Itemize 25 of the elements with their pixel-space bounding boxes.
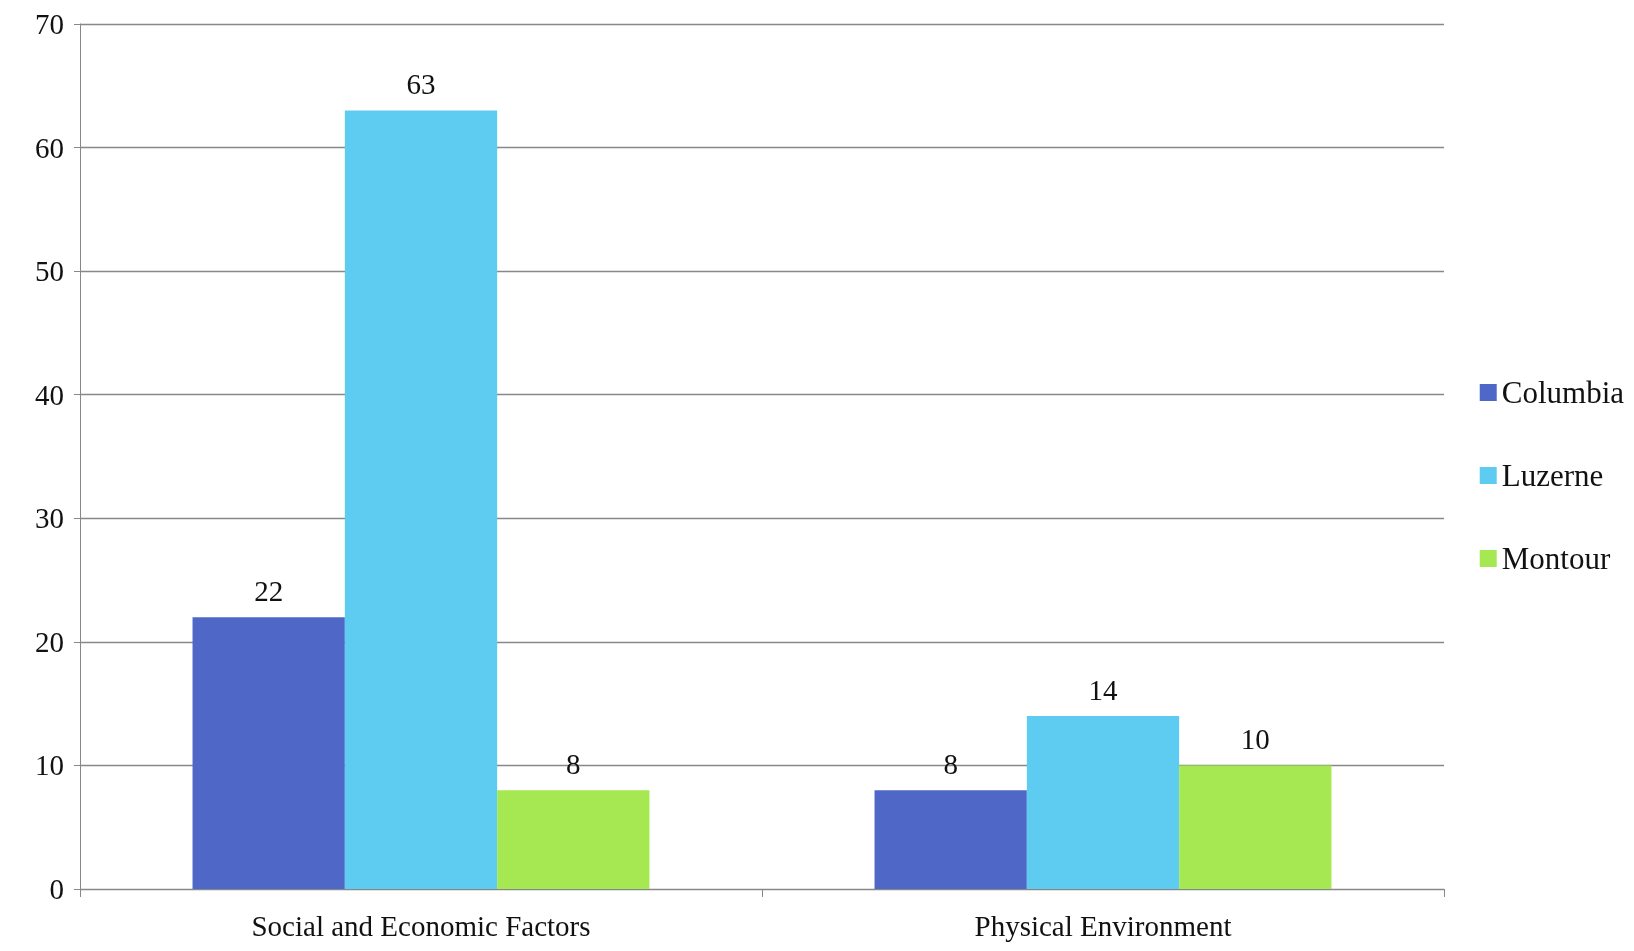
y-tick-label: 20 [35,625,64,658]
y-tick-label: 10 [35,749,64,782]
data-label: 10 [1240,722,1270,755]
legend-label: Luzerne [1501,458,1604,493]
x-tick-label: Physical Environment [974,909,1232,942]
bar [1179,765,1332,889]
legend-label: Columbia [1501,375,1625,410]
bar [497,790,650,889]
data-label: 14 [1088,673,1118,706]
bar [344,110,498,889]
y-tick-label: 40 [35,378,64,411]
legend-label: Montour [1501,541,1611,576]
data-label: 63 [406,68,436,100]
data-label: 8 [943,747,958,780]
bar [1026,716,1180,889]
y-tick-label: 30 [35,502,64,535]
y-tick-label: 60 [35,131,64,164]
x-tick-label: Social and Economic Factors [251,909,591,942]
y-tick-label: 50 [35,255,64,288]
y-tick-label: 70 [35,8,64,40]
data-label: 22 [254,574,284,607]
data-label: 8 [566,747,581,780]
bar [192,617,345,889]
y-tick-label: 0 [49,873,64,905]
bar [874,790,1027,889]
